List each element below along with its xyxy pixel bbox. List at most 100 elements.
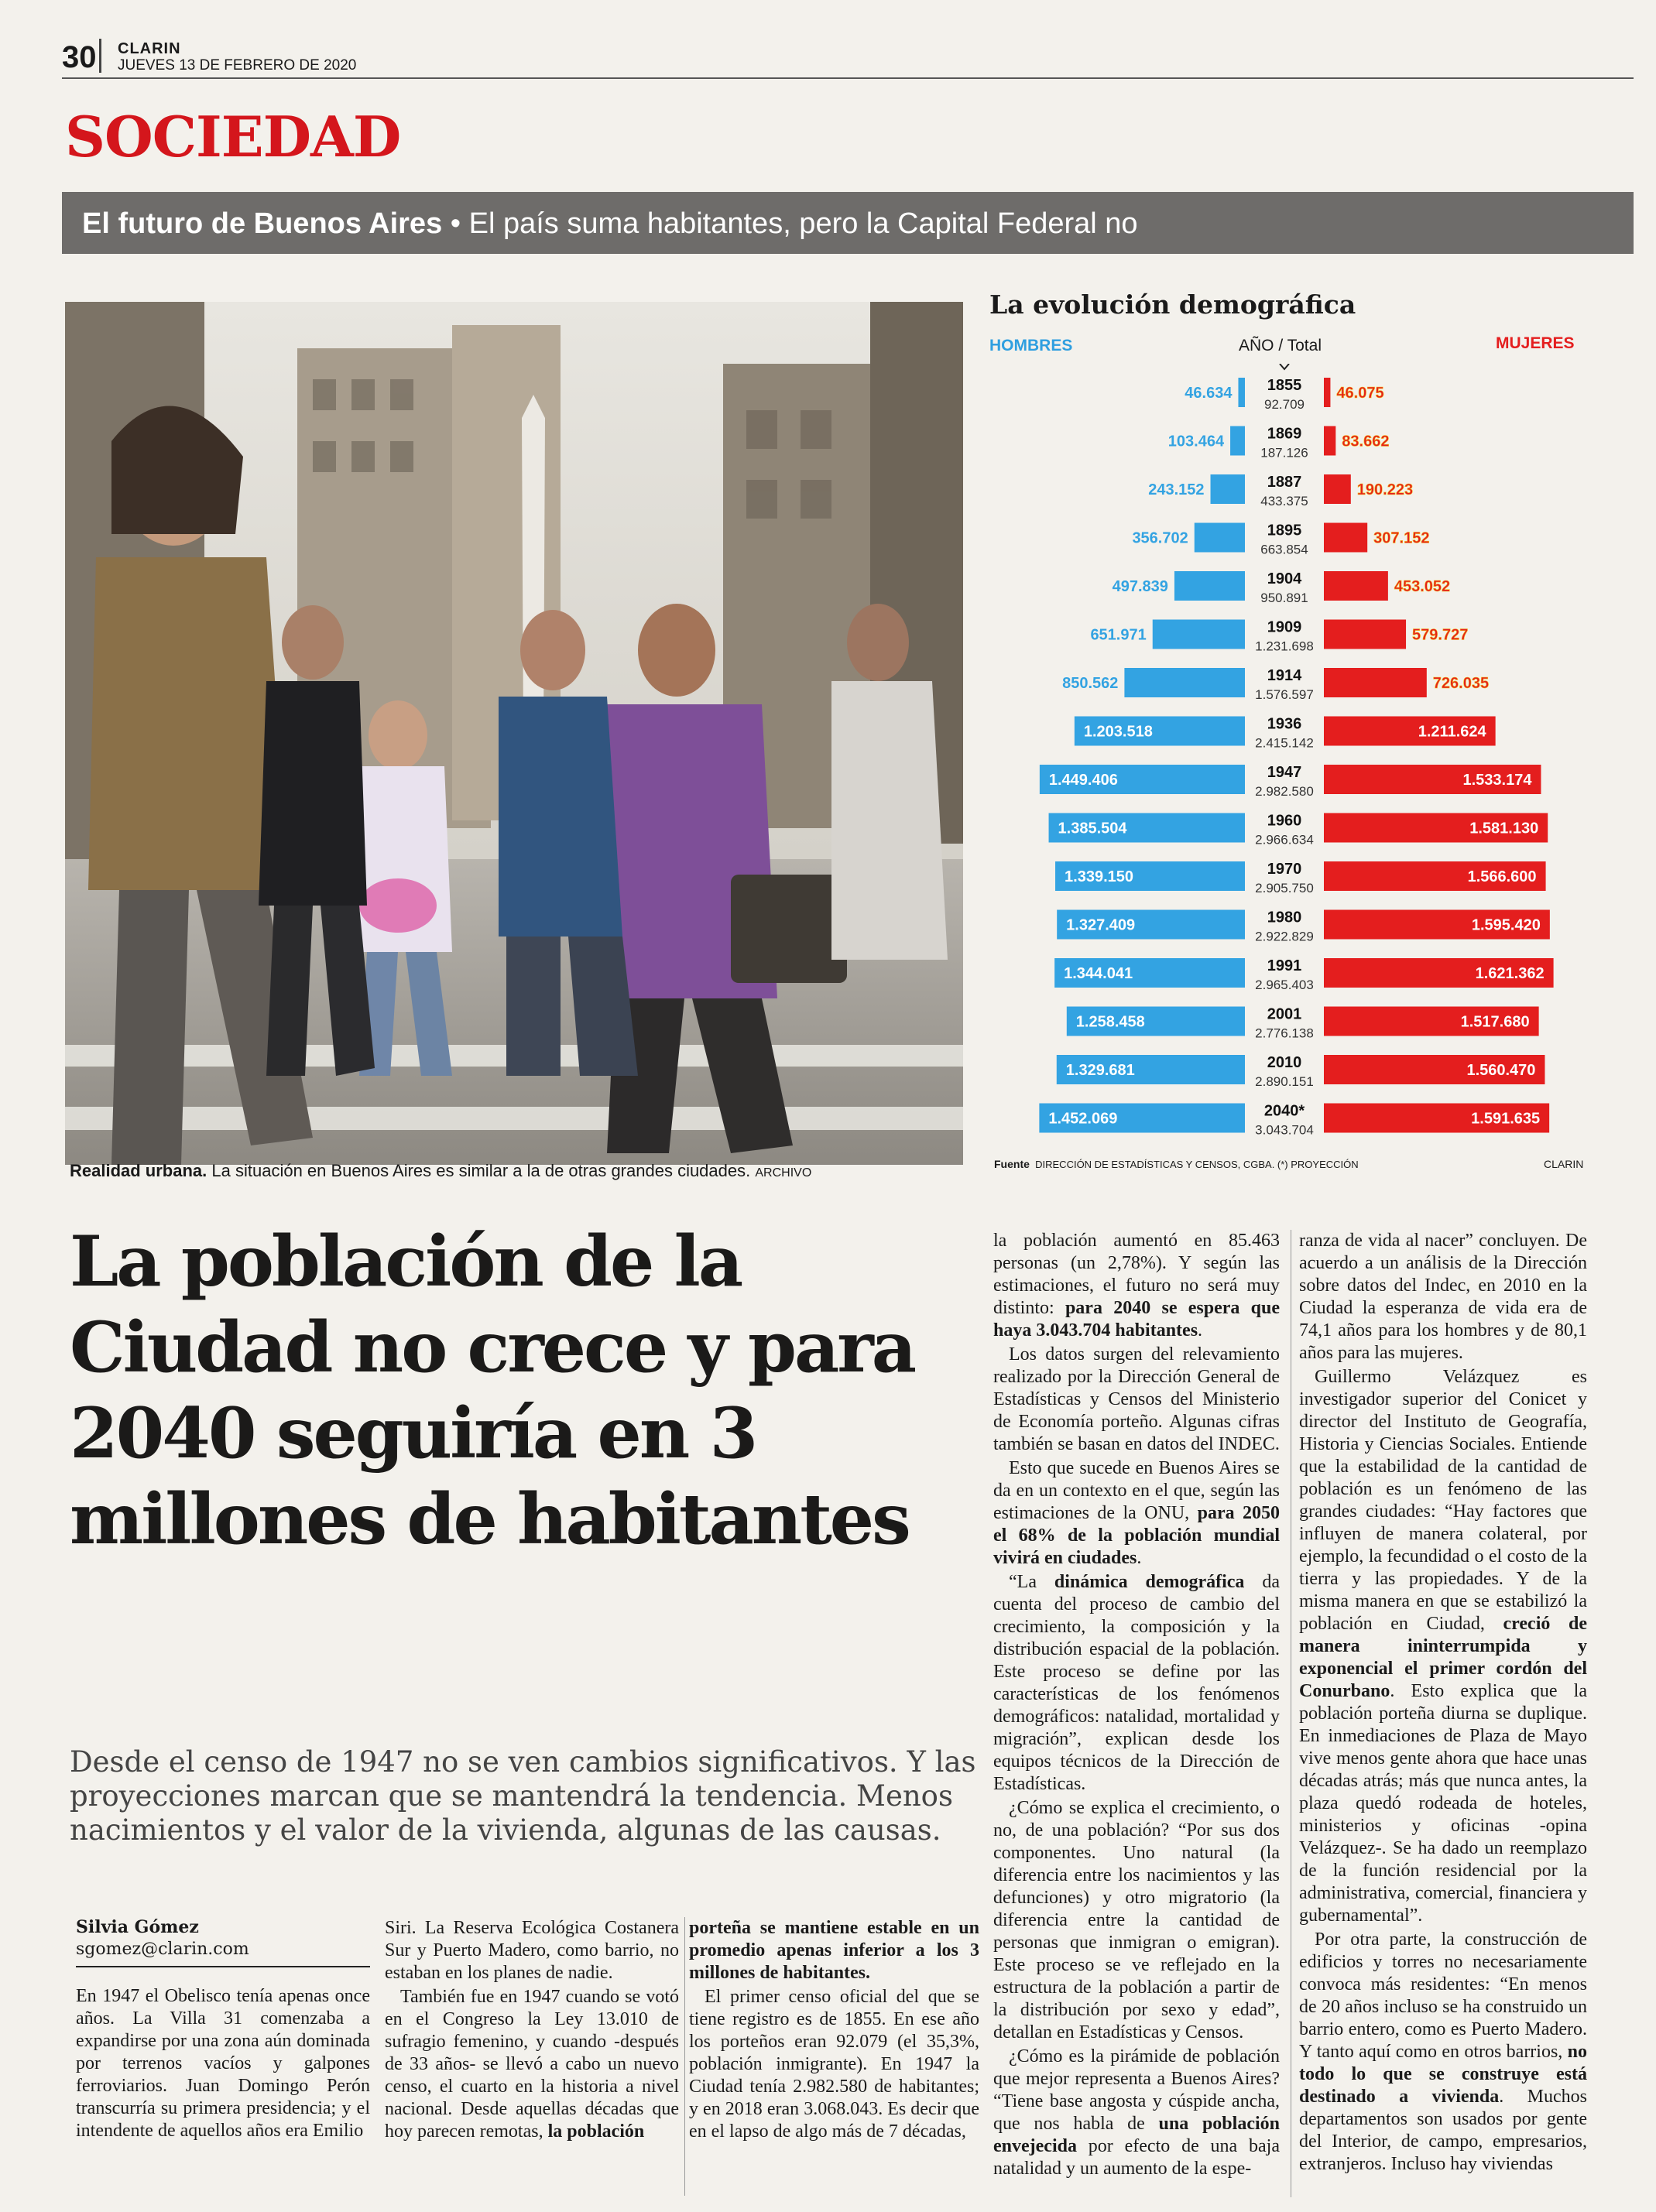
women-value-label: 1.581.130 <box>1469 820 1538 837</box>
header-rule <box>62 77 1634 79</box>
women-bar <box>1324 1006 1539 1036</box>
text-run: Esto que sucede en Buenos Aires se da en… <box>993 1458 1280 1523</box>
year-label: 1936 <box>1267 716 1302 733</box>
men-bar <box>1066 1006 1245 1036</box>
caption-lead: Realidad urbana. <box>70 1161 207 1180</box>
newspaper-name: CLARIN <box>118 40 181 57</box>
byline-rule <box>76 1966 370 1967</box>
women-bar <box>1324 958 1554 988</box>
men-label: HOMBRES <box>989 337 1073 354</box>
men-bar <box>1054 958 1245 988</box>
author-email[interactable]: sgomez@clarin.com <box>76 1940 249 1959</box>
total-label: 2.922.829 <box>1255 930 1314 944</box>
chart-source: Fuente DIRECCIÓN DE ESTADÍSTICAS Y CENSO… <box>994 1158 1582 1170</box>
women-value-label: 453.052 <box>1394 578 1450 595</box>
deck: Desde el censo de 1947 no se ven cambios… <box>70 1745 976 1847</box>
men-value-label: 46.634 <box>1185 385 1233 402</box>
women-value-label: 1.517.680 <box>1461 1014 1530 1031</box>
men-value-label: 1.344.041 <box>1064 965 1133 982</box>
women-value-label: 1.591.635 <box>1471 1111 1540 1128</box>
year-label: 1914 <box>1267 667 1302 684</box>
year-label: 2010 <box>1267 1054 1302 1071</box>
text-run: Por otra parte, la construcción de edifi… <box>1299 1930 1587 2062</box>
men-value-label: 1.385.504 <box>1058 820 1128 837</box>
paragraph: ranza de vida al nacer” concluyen. De ac… <box>1299 1231 1587 1363</box>
year-label: 1991 <box>1267 957 1302 974</box>
men-value-label: 497.839 <box>1113 578 1168 595</box>
caret-icon <box>1279 364 1290 371</box>
text-emphasis: para 2040 se espera que haya 3.043.704 h… <box>993 1298 1280 1341</box>
women-bar <box>1324 378 1331 407</box>
women-bar <box>1324 571 1388 601</box>
men-value-label: 1.329.681 <box>1066 1062 1135 1079</box>
total-label: 950.891 <box>1260 591 1308 605</box>
year-label: 1904 <box>1267 570 1302 587</box>
men-value-label: 1.327.409 <box>1066 917 1135 934</box>
women-bar <box>1324 813 1548 843</box>
men-bar <box>1048 813 1245 843</box>
text-run: . <box>1137 1548 1142 1568</box>
text-emphasis: una población envejecida <box>993 2114 1280 2156</box>
women-bar <box>1324 619 1407 649</box>
women-bar <box>1324 1103 1550 1133</box>
text-emphasis: dinámica demográfica <box>1054 1572 1245 1592</box>
men-value-label: 1.258.458 <box>1076 1014 1145 1031</box>
total-label: 2.905.750 <box>1255 881 1314 895</box>
men-value-label: 1.339.150 <box>1065 868 1133 885</box>
paragraph: “La dinámica demográfica da cuenta del p… <box>993 1571 1280 1796</box>
women-bar <box>1324 909 1550 940</box>
text-run: la población aumentó en 85.463 personas … <box>993 1231 1280 1318</box>
women-bar <box>1324 716 1496 746</box>
year-label: 1947 <box>1267 764 1302 781</box>
women-value-label: 83.662 <box>1342 433 1389 450</box>
men-bar <box>1039 765 1245 794</box>
paragraph: porteña se mantiene estable en un promed… <box>689 1917 979 1984</box>
year-label: 1855 <box>1267 377 1302 394</box>
total-label: 92.709 <box>1264 397 1305 412</box>
men-bar <box>1056 1055 1245 1084</box>
men-bar <box>1057 909 1245 940</box>
photo-credit: ARCHIVO <box>755 1166 812 1180</box>
year-label: 1960 <box>1267 813 1302 830</box>
women-value-label: 1.595.420 <box>1472 917 1541 934</box>
men-bar <box>1174 571 1245 601</box>
source-text: DIRECCIÓN DE ESTADÍSTICAS Y CENSOS, CGBA… <box>1035 1159 1359 1170</box>
men-bar <box>1194 522 1245 553</box>
women-bar <box>1324 474 1351 504</box>
men-value-label: 850.562 <box>1062 675 1118 692</box>
paragraph: Siri. La Reserva Ecológica Costanera Sur… <box>385 1918 679 1983</box>
women-value-label: 1.533.174 <box>1462 772 1532 789</box>
women-bar <box>1324 861 1546 891</box>
paragraph: Los datos surgen del relevamiento realiz… <box>993 1344 1280 1454</box>
issue-date: JUEVES 13 DE FEBRERO DE 2020 <box>118 57 357 74</box>
body-column-3: porteña se mantiene estable en un promed… <box>689 1917 979 2145</box>
men-bar <box>1074 716 1245 746</box>
men-value-label: 1.449.406 <box>1049 772 1118 789</box>
text-run: por efecto de una baja natalidad y un au… <box>993 2136 1280 2179</box>
population-pyramid-chart: 46.634 46.075 1855 92.709 103.464 83.662 1869 1… <box>1039 364 1554 1138</box>
year-label: 2001 <box>1267 1006 1302 1023</box>
men-value-label: 1.203.518 <box>1084 724 1153 741</box>
kicker-bullet: • <box>442 207 469 240</box>
headline: La población de la Ciudad no crece y par… <box>70 1221 917 1560</box>
women-bar <box>1324 426 1336 456</box>
section-title: SOCIEDAD <box>65 104 401 169</box>
paragraph: ¿Cómo se explica el crecimiento, o no, d… <box>993 1798 1280 2043</box>
total-label: 2.776.138 <box>1255 1026 1314 1041</box>
total-label: 2.415.142 <box>1255 736 1314 751</box>
body-column-4: la población aumentó en 85.463 personas … <box>993 1230 1280 2182</box>
year-label: 1909 <box>1267 619 1302 636</box>
women-value-label: 1.211.624 <box>1418 724 1487 741</box>
men-value-label: 1.452.069 <box>1048 1111 1117 1128</box>
kicker-subtitle: El país suma habitantes, pero la Capital… <box>468 207 1138 240</box>
text-run: . Esto explica que la población porteña … <box>1299 1681 1587 1926</box>
paragraph: El primer censo oficial del que se tiene… <box>689 1987 979 2142</box>
body-column-1: En 1947 el Obelisco tenía apenas once añ… <box>76 1985 370 2144</box>
men-value-label: 103.464 <box>1168 433 1225 450</box>
year-label: 1980 <box>1267 909 1302 926</box>
men-value-label: 243.152 <box>1148 481 1204 498</box>
total-label: 3.043.704 <box>1255 1123 1314 1138</box>
men-value-label: 651.971 <box>1090 627 1146 644</box>
year-label: 1970 <box>1267 861 1302 878</box>
total-label: 2.982.580 <box>1255 784 1314 799</box>
